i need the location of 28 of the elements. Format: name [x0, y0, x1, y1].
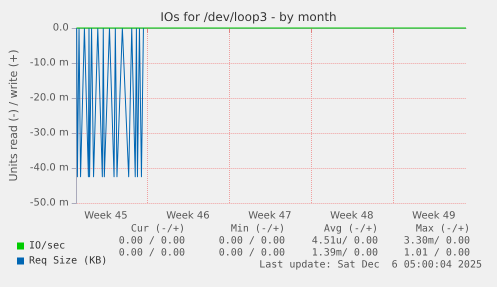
x-tick-label: Week 48 [330, 210, 374, 222]
legend-label: IO/sec [29, 240, 66, 252]
text: Cur (-/+) [130, 224, 185, 234]
x-tick-label: Week 45 [84, 210, 128, 222]
text: 1.39m/ 0.00 [312, 248, 378, 258]
x-tick-label: Week 47 [248, 210, 292, 222]
text: 1.01 / 0.00 [404, 248, 470, 258]
text: Max (-/+) [416, 224, 470, 234]
text: 3.30m/ 0.00 [404, 236, 470, 246]
y-tick-label: -30.0 m [30, 128, 69, 138]
text: 0.00 / 0.00 [218, 248, 285, 258]
chart-title: IOs for /dev/loop3 - by month [160, 10, 337, 24]
y-tick-label: -50.0 m [30, 198, 69, 208]
text: 4.51u/ 0.00 [312, 236, 378, 246]
y-axis-title: Units read (-) / write (+) [7, 49, 20, 182]
text: 0.00 / 0.00 [118, 248, 185, 258]
x-tick-label: Week 49 [412, 210, 456, 222]
y-tick-label: -10.0 m [30, 58, 69, 68]
text: Avg (-/+) [324, 224, 378, 234]
text: 0.00 / 0.00 [218, 236, 285, 246]
text: Last update: Sat Dec 6 05:00:04 2025 [259, 260, 482, 270]
text: 0.00 / 0.00 [118, 236, 185, 246]
y-tick-label: 0.0 [52, 22, 69, 34]
y-tick-label: -40.0 m [30, 162, 69, 174]
legend-label: Req Size (KB) [29, 256, 108, 266]
x-tick-label: Week 46 [166, 210, 210, 222]
y-tick-label: -20.0 m [30, 92, 69, 104]
text: Min (-/+) [230, 224, 285, 234]
